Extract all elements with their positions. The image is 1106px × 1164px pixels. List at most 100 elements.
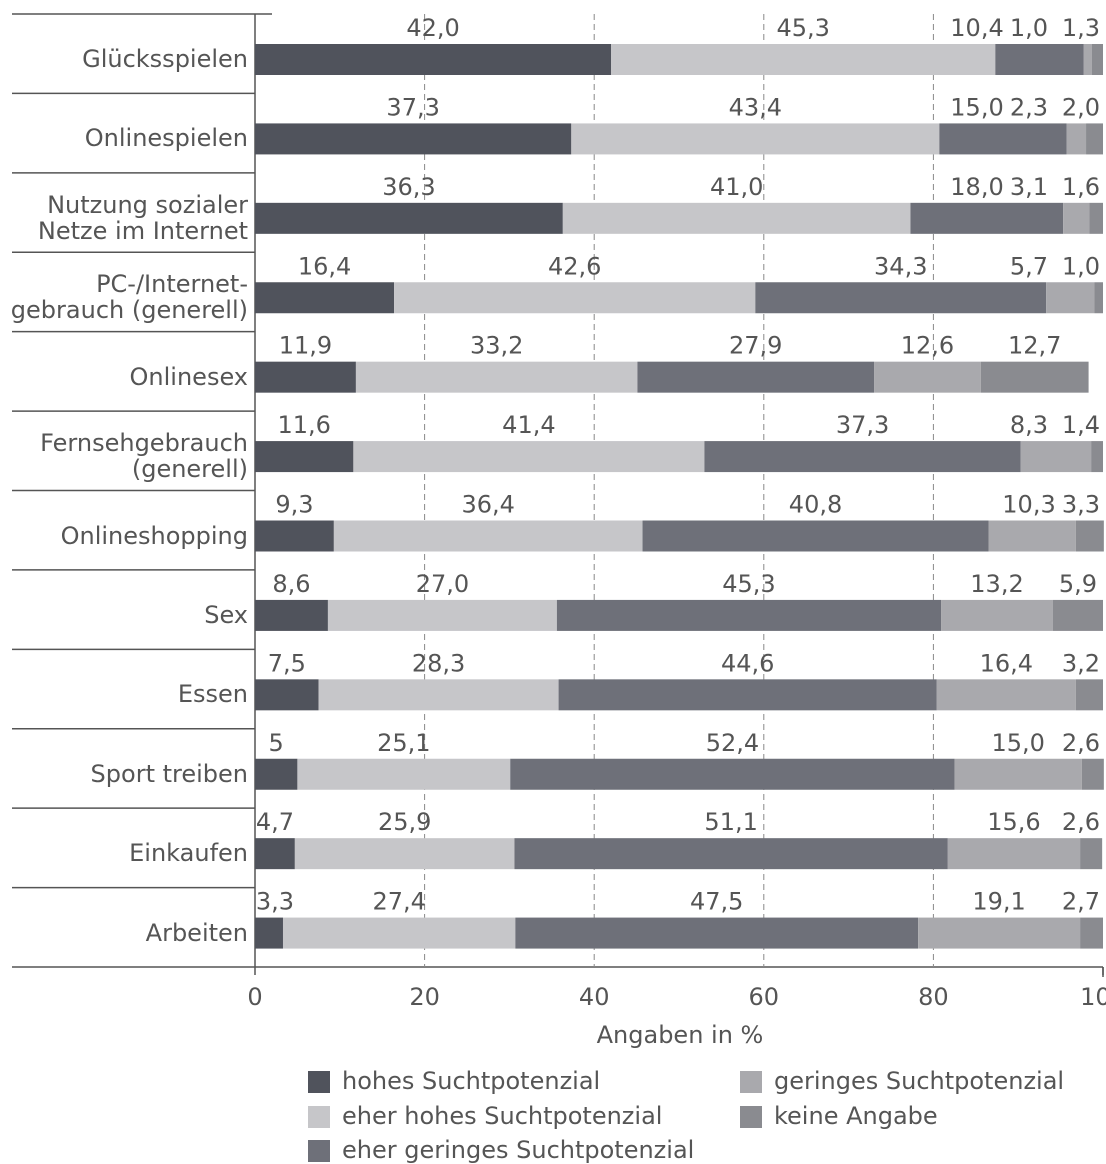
bar-segment	[642, 520, 989, 552]
category-label: Onlineshopping	[60, 521, 248, 550]
value-label: 42,0	[406, 14, 459, 42]
category-label: Essen	[177, 680, 248, 709]
value-label: 1,3	[1062, 14, 1100, 42]
bar-segment	[514, 838, 948, 870]
value-label: 11,9	[279, 332, 332, 360]
bar-segment	[1052, 599, 1103, 631]
value-label: 36,4	[461, 491, 514, 519]
category-label: Sport treiben	[90, 759, 248, 788]
bar-segment	[255, 758, 298, 790]
bar-segment	[1080, 917, 1103, 949]
value-label: 15,6	[987, 808, 1040, 836]
value-label: 5,7	[1010, 252, 1048, 280]
bar-segment	[333, 520, 643, 552]
value-label: 13,2	[970, 570, 1023, 598]
bar-segment	[704, 441, 1021, 473]
value-label: 45,3	[777, 14, 830, 42]
legend-swatch	[308, 1071, 330, 1093]
bar-segment	[936, 679, 1076, 711]
value-label: 11,6	[277, 411, 330, 439]
legend-label: geringes Suchtpotenzial	[774, 1067, 1064, 1095]
value-label: 16,4	[980, 649, 1033, 677]
category-label: Arbeiten	[145, 918, 248, 947]
x-axis-label: Angaben in %	[597, 1021, 764, 1049]
value-label: 44,6	[721, 649, 774, 677]
value-label: 1,0	[1010, 14, 1048, 42]
value-label: 43,4	[729, 93, 782, 121]
value-label: 1,6	[1062, 173, 1100, 201]
bar-segment	[318, 679, 559, 711]
value-label: 25,9	[378, 808, 431, 836]
bar-segment	[294, 838, 515, 870]
bar-segment	[918, 917, 1081, 949]
bar-segment	[556, 599, 942, 631]
category-label: Nutzung sozialer Netze im Internet	[37, 190, 248, 245]
value-label: 5	[269, 729, 284, 757]
value-label: 27,0	[416, 570, 469, 598]
value-label: 42,6	[548, 252, 601, 280]
legend-swatch	[308, 1106, 330, 1128]
value-label: 3,1	[1010, 173, 1048, 201]
bar-segment	[558, 679, 937, 711]
bar-segment	[515, 917, 919, 949]
x-tick-label: 80	[918, 983, 949, 1011]
bar-segment	[1094, 282, 1103, 314]
value-label: 37,3	[836, 411, 889, 439]
legend-swatch	[308, 1140, 330, 1162]
category-label: Einkaufen	[129, 839, 248, 868]
category-label: Onlinespielen	[84, 124, 248, 153]
bar-segment	[995, 44, 1084, 75]
value-label: 15,0	[950, 93, 1003, 121]
value-label: 28,3	[412, 649, 465, 677]
bar-segment	[297, 758, 511, 790]
value-label: 8,6	[272, 570, 310, 598]
bar-segment	[255, 599, 328, 631]
bar-segment	[1086, 123, 1103, 155]
bar-segment	[980, 361, 1089, 393]
value-label: 34,3	[874, 252, 927, 280]
value-label: 2,6	[1062, 808, 1100, 836]
legend-label: eher geringes Suchtpotenzial	[342, 1136, 694, 1164]
value-label: 2,6	[1062, 729, 1100, 757]
bar-segment	[1080, 838, 1103, 870]
legend-label: eher hohes Suchtpotenzial	[342, 1102, 662, 1130]
category-label: PC-/Internet- gebrauch (generell)	[10, 270, 248, 325]
value-label: 12,6	[901, 332, 954, 360]
bar-segment	[910, 202, 1064, 234]
bar-segment	[1075, 679, 1103, 711]
bar-segment	[611, 44, 996, 75]
category-label: Sex	[204, 600, 248, 629]
bar-segment	[255, 361, 356, 393]
category-label: Fernsehgebrauch (generell)	[40, 429, 248, 484]
value-label: 47,5	[690, 888, 743, 916]
value-label: 1,0	[1062, 252, 1100, 280]
legend-swatch	[740, 1106, 762, 1128]
category-label: Glücksspielen	[82, 45, 248, 73]
bar-segment	[1063, 202, 1090, 234]
value-label: 51,1	[704, 808, 757, 836]
value-label: 4,7	[256, 808, 294, 836]
value-label: 3,3	[256, 888, 294, 916]
legend-label: hohes Suchtpotenzial	[342, 1067, 600, 1095]
bar-segment	[255, 282, 395, 314]
bar-segment	[255, 917, 283, 949]
value-label: 27,9	[729, 332, 782, 360]
bar-segment	[1046, 282, 1095, 314]
value-label: 45,3	[722, 570, 775, 598]
bar-segment	[939, 123, 1067, 155]
value-label: 3,3	[1062, 491, 1100, 519]
bar-segment	[1083, 44, 1092, 75]
bar-segment	[1091, 441, 1103, 473]
value-label: 5,9	[1059, 570, 1097, 598]
value-label: 12,7	[1008, 332, 1061, 360]
value-label: 16,4	[298, 252, 351, 280]
value-label: 7,5	[268, 649, 306, 677]
value-label: 37,3	[386, 93, 439, 121]
bar-segment	[355, 361, 638, 393]
bar-segment	[255, 44, 612, 75]
value-label: 52,4	[706, 729, 759, 757]
bar-segment	[954, 758, 1082, 790]
value-label: 2,0	[1062, 93, 1100, 121]
bar-segment	[255, 441, 354, 473]
